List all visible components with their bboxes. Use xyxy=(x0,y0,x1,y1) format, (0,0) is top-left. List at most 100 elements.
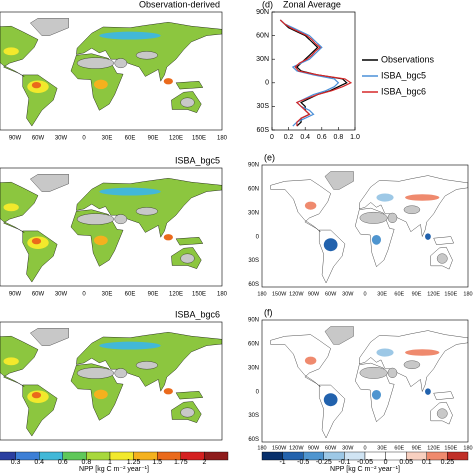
x-tick-label: 0.8 xyxy=(334,134,344,141)
lon-label: 90E xyxy=(412,291,422,297)
lat-label: 60S xyxy=(248,437,259,443)
lon-label: 180 xyxy=(217,136,228,142)
lon-label: 150W xyxy=(272,291,287,297)
lon-label: 90W xyxy=(308,291,320,297)
lon-label: 120W xyxy=(289,445,304,451)
map-diff-f xyxy=(271,327,468,438)
lon-label: 150W xyxy=(272,445,287,451)
y-tick-label: 60N xyxy=(256,32,269,39)
lon-label: 30E xyxy=(377,291,387,297)
zonal-line xyxy=(279,19,353,127)
lon-label: 0 xyxy=(82,292,86,298)
x-tick-label: 0.6 xyxy=(317,134,327,141)
lat-label: 30N xyxy=(248,210,259,216)
frame xyxy=(0,167,223,287)
lat-label: 90N xyxy=(248,163,259,169)
lon-label: 90E xyxy=(148,136,159,142)
lon-label: 180 xyxy=(463,445,472,451)
colorbar-label: 1.5 xyxy=(152,459,162,466)
lon-label: 30W xyxy=(342,445,354,451)
lon-label: 60W xyxy=(32,136,45,142)
lon-label: 0 xyxy=(82,136,86,142)
lon-label: 120E xyxy=(427,291,440,297)
lon-label: 0 xyxy=(363,291,366,297)
legend-label: ISBA_bgc5 xyxy=(381,70,426,80)
lon-label: 90W xyxy=(9,136,22,142)
x-tick-label: 0 xyxy=(270,134,274,141)
frame xyxy=(0,11,223,131)
lon-label: 90W xyxy=(308,445,320,451)
colorbar-label: 0.1 xyxy=(422,459,432,466)
lon-label: 180 xyxy=(217,292,228,298)
y-tick-label: 0 xyxy=(265,80,269,87)
lon-label: 60W xyxy=(325,445,337,451)
y-tick-label: 30N xyxy=(256,56,269,63)
panel-title: ISBA_bgc5 xyxy=(175,155,220,165)
lat-label: 0 xyxy=(256,234,260,240)
lon-label: 60E xyxy=(125,136,136,142)
frame xyxy=(261,319,469,443)
lon-label: 180 xyxy=(257,291,266,297)
lon-label: 120E xyxy=(169,136,183,142)
lat-label: 30N xyxy=(248,365,259,371)
lat-label: 60S xyxy=(248,282,259,288)
colorbar-title: NPP [kg C m⁻² year⁻¹] xyxy=(79,466,149,473)
lon-label: 150E xyxy=(444,291,457,297)
x-tick-label: 1.0 xyxy=(350,134,360,141)
lon-label: 30W xyxy=(55,136,68,142)
lon-label: 0 xyxy=(363,445,366,451)
colorbar-label: -0.5 xyxy=(297,459,309,466)
colorbar-label: 1.75 xyxy=(174,459,188,466)
y-tick-label: 90N xyxy=(256,9,269,16)
frame xyxy=(0,321,223,441)
colorbar-label: 0.25 xyxy=(441,459,455,466)
plot-frame xyxy=(271,11,356,131)
lat-label: 30S xyxy=(248,413,259,419)
lon-label: 30W xyxy=(55,292,68,298)
colorbar-swatch xyxy=(447,451,469,461)
colorbar-label: 0.8 xyxy=(82,459,92,466)
lon-label: 30E xyxy=(377,445,387,451)
colorbar-label: -1 xyxy=(279,459,285,466)
map-bgc5 xyxy=(0,174,222,282)
lon-label: 90E xyxy=(412,445,422,451)
map-diff-e xyxy=(271,172,468,283)
lon-label: 180 xyxy=(257,445,266,451)
lon-label: 90E xyxy=(148,292,159,298)
panel-title: Observation-derived xyxy=(139,0,220,9)
chart-title: Zonal Average xyxy=(283,0,341,9)
lat-label: 90N xyxy=(248,318,259,324)
colorbar-label: 0.4 xyxy=(34,459,44,466)
lon-label: 120E xyxy=(427,445,440,451)
colorbar-label: 1 xyxy=(108,459,112,466)
colorbar-label: 0.05 xyxy=(399,459,413,466)
lon-label: 60E xyxy=(125,292,136,298)
x-tick-label: 0.4 xyxy=(300,134,310,141)
colorbar-label: -0.1 xyxy=(338,459,350,466)
lon-label: 120W xyxy=(289,291,304,297)
lon-label: 30E xyxy=(102,292,113,298)
colorbar-swatch xyxy=(204,451,229,461)
legend-label: ISBA_bgc6 xyxy=(381,86,426,96)
legend-label: Observations xyxy=(381,54,435,64)
map-bgc6 xyxy=(0,328,222,436)
colorbar-label: 0 xyxy=(384,459,388,466)
lon-label: 60E xyxy=(394,445,404,451)
colorbar-label: 2 xyxy=(202,459,206,466)
zonal-line xyxy=(279,19,348,127)
lon-label: 60E xyxy=(394,291,404,297)
lat-label: 0 xyxy=(256,389,260,395)
y-tick-label: 30S xyxy=(257,103,270,110)
colorbar-title: NPP [kg C m⁻² year⁻¹] xyxy=(330,466,400,473)
panel-label: (f) xyxy=(264,307,273,317)
lon-label: 120E xyxy=(169,292,183,298)
frame xyxy=(261,164,469,288)
lon-label: 30W xyxy=(342,291,354,297)
map-obs xyxy=(0,18,222,126)
lon-label: 60W xyxy=(325,291,337,297)
y-tick-label: 60S xyxy=(257,127,270,134)
panel-label: (e) xyxy=(264,152,275,162)
lon-label: 150E xyxy=(444,445,457,451)
colorbar-label: -0.25 xyxy=(316,459,332,466)
